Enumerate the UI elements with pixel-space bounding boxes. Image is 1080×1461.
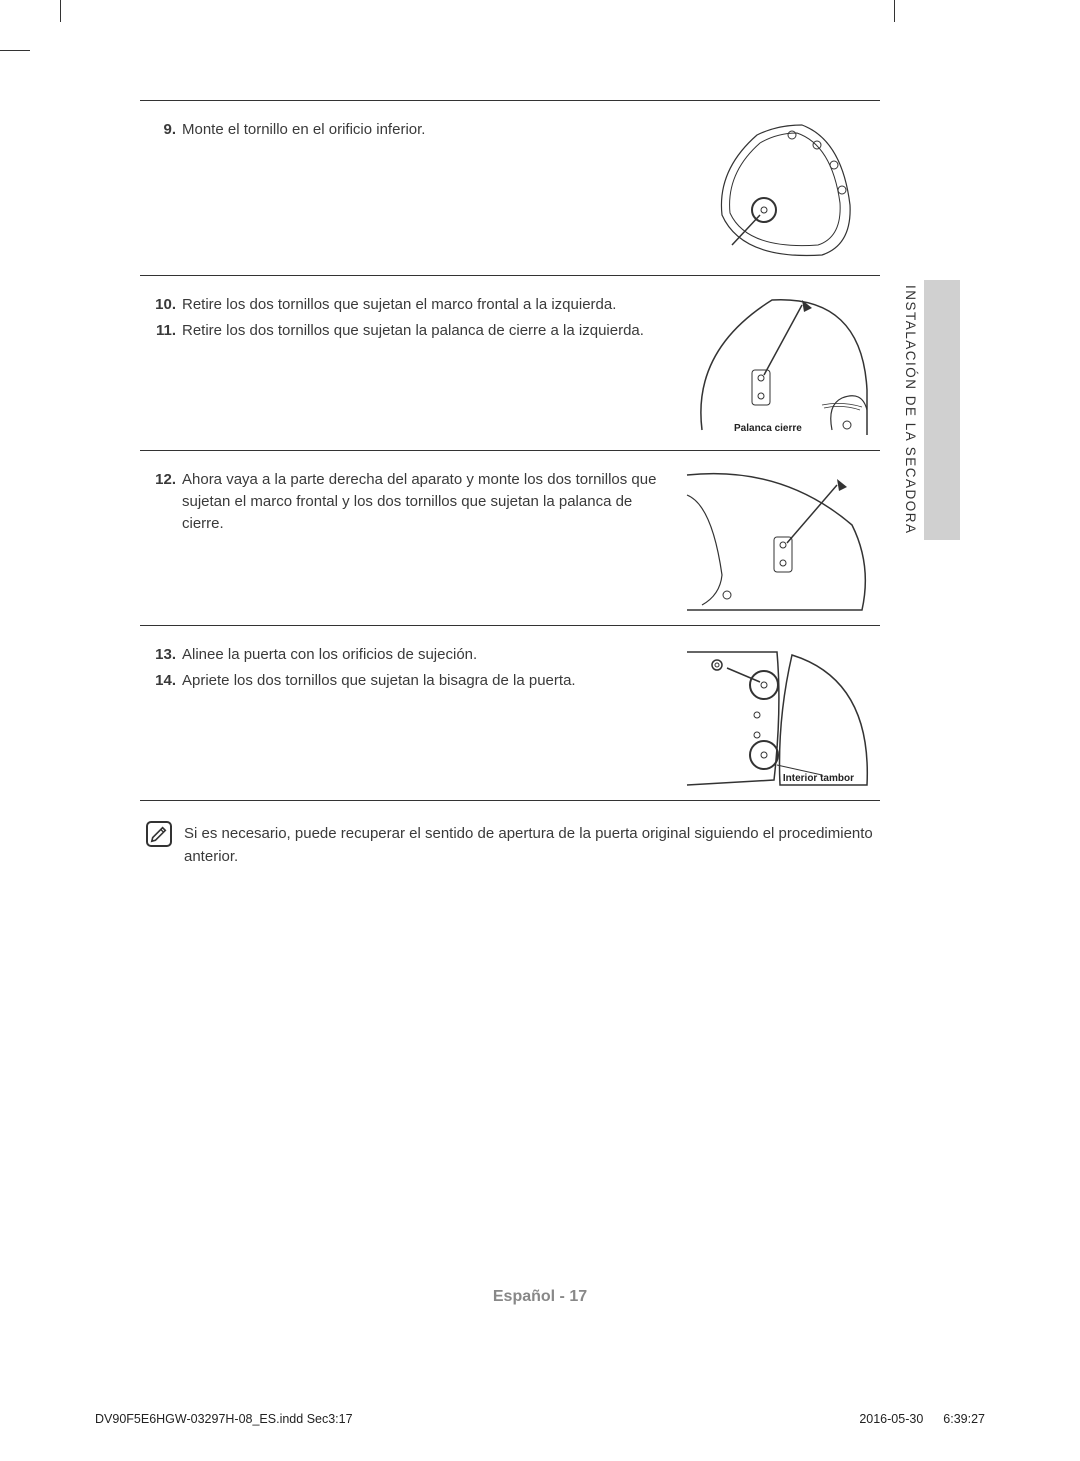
- note-text: Si es necesario, puede recuperar el sent…: [184, 821, 880, 868]
- print-time: 6:39:27: [943, 1412, 985, 1426]
- page-content: 9. Monte el tornillo en el orificio infe…: [140, 90, 880, 868]
- step-number: 11.: [152, 320, 182, 342]
- instruction-block-12: 12. Ahora vaya a la parte derecha del ap…: [140, 457, 880, 615]
- step-text: Alinee la puerta con los orificios de su…: [182, 644, 666, 666]
- section-tab-label: INSTALACIÓN DE LA SECADORA: [903, 285, 918, 535]
- step-number: 10.: [152, 294, 182, 316]
- crop-mark-top-right: [894, 0, 895, 22]
- diagram-icon: [682, 115, 872, 265]
- figure-label: Interior tambor: [783, 773, 854, 784]
- figure-step-10-11: Palanca cierre: [682, 290, 872, 440]
- step-text: Ahora vaya a la parte derecha del aparat…: [182, 469, 666, 534]
- section-tab-bg: [924, 280, 960, 540]
- instruction-block-13-14: 13. Alinee la puerta con los orificios d…: [140, 632, 880, 790]
- instruction-item: 11. Retire los dos tornillos que sujetan…: [152, 320, 666, 342]
- step-text: Retire los dos tornillos que sujetan el …: [182, 294, 666, 316]
- figure-step-9: [682, 115, 872, 265]
- note-block: Si es necesario, puede recuperar el sent…: [140, 821, 880, 868]
- crop-mark-top-left-v: [60, 0, 64, 22]
- step-number: 12.: [152, 469, 182, 534]
- instruction-block-10-11: 10. Retire los dos tornillos que sujetan…: [140, 282, 880, 440]
- step-number: 14.: [152, 670, 182, 692]
- instruction-item: 9. Monte el tornillo en el orificio infe…: [152, 119, 666, 141]
- step-text: Retire los dos tornillos que sujetan la …: [182, 320, 666, 342]
- divider: [140, 275, 880, 276]
- file-path: DV90F5E6HGW-03297H-08_ES.indd Sec3:17: [95, 1412, 353, 1426]
- figure-label: Palanca cierre: [734, 423, 802, 434]
- step-number: 9.: [152, 119, 182, 141]
- print-date: 2016-05-30: [859, 1412, 923, 1426]
- diagram-icon: [682, 290, 872, 440]
- divider: [140, 800, 880, 801]
- footer-lang: Español -: [493, 1288, 569, 1305]
- figure-step-12: [682, 465, 872, 615]
- instruction-block-9: 9. Monte el tornillo en el orificio infe…: [140, 107, 880, 265]
- instruction-item: 12. Ahora vaya a la parte derecha del ap…: [152, 469, 666, 534]
- diagram-icon: [682, 640, 872, 790]
- instruction-item: 14. Apriete los dos tornillos que sujeta…: [152, 670, 666, 692]
- instruction-item: 13. Alinee la puerta con los orificios d…: [152, 644, 666, 666]
- diagram-icon: [682, 465, 872, 615]
- divider: [140, 625, 880, 626]
- page-footer-number: Español - 17: [0, 1288, 1080, 1306]
- footer-page-num: 17: [569, 1288, 587, 1305]
- figure-step-13-14: Interior tambor: [682, 640, 872, 790]
- step-text: Apriete los dos tornillos que sujetan la…: [182, 670, 666, 692]
- step-number: 13.: [152, 644, 182, 666]
- divider: [140, 100, 880, 101]
- note-icon: [146, 821, 172, 847]
- step-text: Monte el tornillo en el orificio inferio…: [182, 119, 666, 141]
- divider: [140, 450, 880, 451]
- print-meta: DV90F5E6HGW-03297H-08_ES.indd Sec3:17 20…: [95, 1412, 985, 1426]
- crop-mark-top-left-h: [0, 50, 30, 51]
- instruction-item: 10. Retire los dos tornillos que sujetan…: [152, 294, 666, 316]
